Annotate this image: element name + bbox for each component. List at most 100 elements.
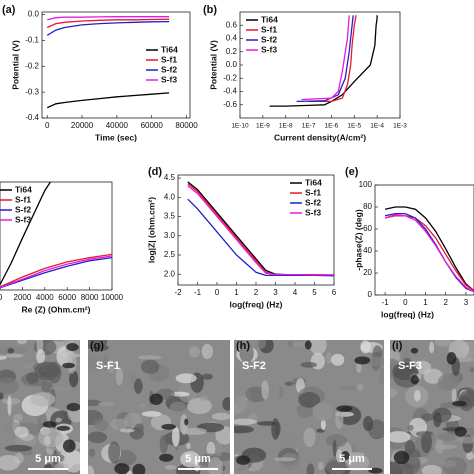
micrograph: (g) S-F1 5 μm (88, 340, 230, 474)
texture (379, 366, 384, 386)
x-tick-label: 4000 (36, 293, 54, 302)
panel-label: (d) (148, 166, 162, 178)
x-tick-label: -1 (194, 288, 202, 297)
texture (278, 433, 299, 455)
texture (0, 454, 20, 471)
x-tick-label: 4 (293, 288, 298, 297)
legend-label: S-f1 (261, 24, 277, 34)
y-tick-label: 40 (363, 246, 372, 255)
texture (306, 463, 315, 474)
x-tick-label: 40000 (106, 121, 129, 130)
series-line (46, 20, 170, 36)
legend-label: S-f2 (261, 34, 277, 44)
legend-label: S-f3 (161, 74, 177, 84)
y-tick-label: 80 (363, 202, 372, 211)
x-tick-label: 0 (403, 298, 408, 307)
legend-label: S-f1 (15, 194, 31, 204)
x-axis-label: Time (sec) (95, 132, 137, 142)
dark-pit (42, 421, 57, 428)
texture (201, 373, 213, 380)
texture (234, 425, 254, 434)
y-tick-label: 0.6 (226, 20, 238, 29)
texture (134, 423, 145, 432)
legend-label: Ti64 (15, 184, 32, 194)
texture (312, 402, 333, 422)
texture (187, 397, 212, 415)
y-tick-label: 0.4 (226, 34, 238, 43)
y-tick-label: 4.5 (164, 173, 176, 182)
panel-label: (i) (392, 340, 403, 352)
x-tick-label: -1 (382, 298, 390, 307)
texture (169, 401, 187, 414)
series-line (0, 255, 112, 288)
series-line (47, 16, 170, 21)
texture (390, 461, 414, 474)
series-line (187, 185, 334, 276)
dark-pit (236, 455, 251, 465)
y-tick-label: -0.2 (25, 61, 39, 70)
texture (300, 361, 317, 368)
y-tick-label: 0.0 (226, 60, 238, 69)
texture (170, 391, 190, 397)
texture (119, 428, 135, 433)
texture (34, 361, 60, 381)
texture (320, 418, 326, 431)
texture (0, 377, 19, 395)
texture (457, 436, 474, 444)
dark-pit (66, 402, 80, 412)
x-tick-label: 80000 (175, 121, 198, 130)
x-axis-label: log(freq) (Hz) (230, 299, 283, 309)
x-tick-label: 1E-5 (347, 123, 361, 130)
texture (274, 457, 296, 462)
series-line (269, 15, 378, 107)
legend-label: S-f1 (305, 187, 321, 197)
texture (182, 427, 207, 435)
texture (390, 388, 398, 398)
dark-pit (341, 451, 350, 461)
texture (325, 352, 333, 364)
x-tick-label: 5 (312, 288, 317, 297)
dark-pit (446, 352, 457, 365)
x-tick-label: 1E-7 (302, 123, 316, 130)
y-tick-label: 0 (368, 290, 373, 299)
x-tick-label: 1E-4 (370, 123, 384, 130)
x-tick-label: 0 (215, 288, 220, 297)
scale-label: 5 μm (339, 453, 365, 465)
texture (17, 340, 28, 345)
scale-label: 5 μm (35, 453, 61, 465)
dark-pit (132, 463, 146, 474)
y-axis-label: -phase(Z) (deg) (353, 209, 363, 271)
dark-pit (149, 393, 163, 405)
texture (88, 431, 108, 444)
texture (303, 427, 316, 448)
texture (88, 354, 104, 372)
texture (235, 395, 248, 413)
texture (188, 346, 200, 358)
texture (442, 456, 467, 474)
texture (140, 359, 160, 374)
texture (94, 418, 108, 432)
texture (256, 340, 266, 349)
texture (398, 340, 409, 348)
x-tick-label: 1E-3 (393, 123, 407, 130)
texture (433, 411, 442, 428)
texture (88, 465, 95, 474)
texture (7, 347, 15, 354)
legend-label: S-f3 (305, 207, 321, 217)
x-tick-label: 1E-9 (256, 123, 270, 130)
legend-label: S-f2 (161, 64, 177, 74)
dark-pit (62, 362, 75, 369)
y-tick-label: -0.6 (223, 100, 237, 109)
y-tick-label: -0.4 (25, 113, 39, 122)
series-line (296, 15, 354, 103)
texture (4, 353, 24, 358)
texture (55, 417, 62, 423)
series-line (384, 215, 474, 292)
texture (206, 441, 216, 457)
texture (309, 340, 327, 355)
x-tick-label: 1 (234, 288, 239, 297)
texture (211, 412, 230, 421)
dark-pit (454, 426, 467, 437)
texture (356, 383, 364, 391)
y-axis-label: Potential (V) (208, 40, 218, 90)
